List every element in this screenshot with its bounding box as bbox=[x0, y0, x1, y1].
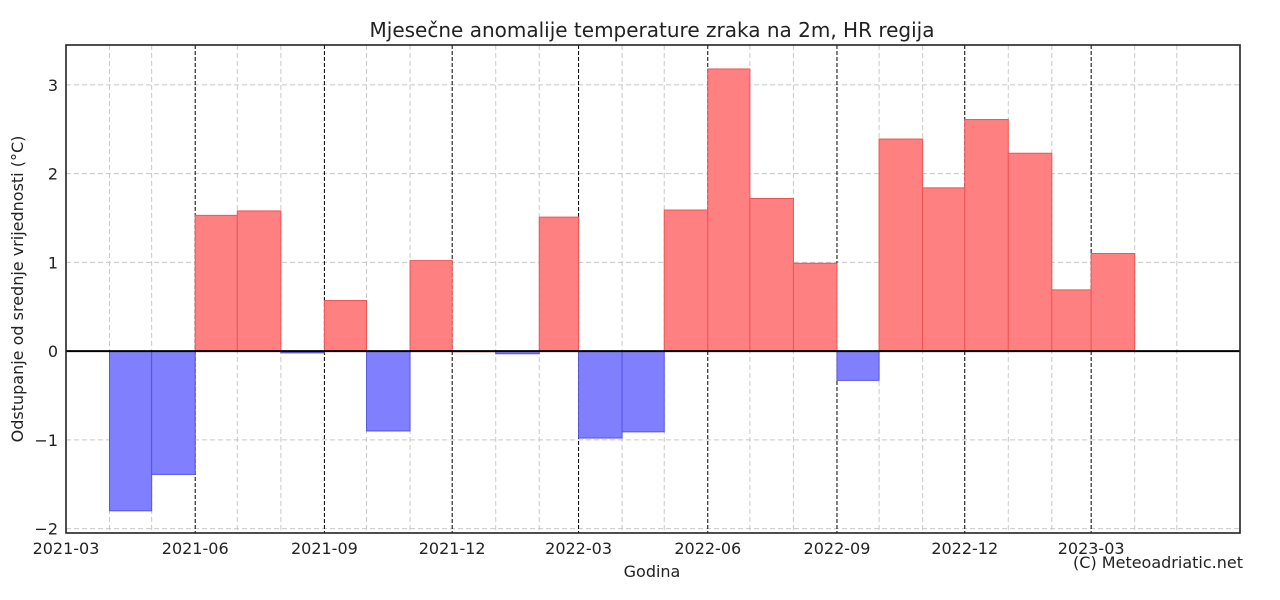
bar-2021-04 bbox=[109, 350, 153, 512]
x-tick-label: 2022-06 bbox=[674, 539, 741, 558]
y-tick-label: 1 bbox=[48, 253, 58, 272]
bar-2021-05 bbox=[151, 350, 196, 475]
y-axis-label: Odstupanje od srednje vrijednosti (°C) bbox=[8, 136, 27, 443]
x-tick-label: 2022-09 bbox=[804, 539, 871, 558]
bar-2021-10 bbox=[366, 350, 411, 432]
bars bbox=[109, 68, 1136, 512]
y-tick-label: 2 bbox=[48, 165, 58, 184]
x-tick-label: 2021-06 bbox=[162, 539, 229, 558]
bar-2021-07 bbox=[236, 210, 282, 352]
bar-2022-07 bbox=[749, 197, 794, 352]
x-tick-label: 2021-03 bbox=[33, 539, 100, 558]
bar-2023-02 bbox=[1051, 289, 1092, 352]
bar-2022-12 bbox=[964, 119, 1009, 352]
bar-2022-09 bbox=[836, 350, 880, 381]
x-axis-ticks: 2021-03 2021-06 2021-09 2021-12 2022-03 2022-… bbox=[33, 539, 1125, 558]
bar-2022-05 bbox=[663, 209, 709, 352]
x-tick-label: 2021-12 bbox=[419, 539, 486, 558]
bar-2022-08 bbox=[792, 262, 838, 352]
bar-2023-01 bbox=[1007, 152, 1053, 352]
x-tick-label: 2022-03 bbox=[545, 539, 612, 558]
bar-2022-02 bbox=[538, 216, 580, 352]
y-tick-label: −1 bbox=[34, 431, 58, 450]
x-axis-label: Godina bbox=[624, 562, 681, 581]
y-tick-label: 0 bbox=[48, 342, 58, 361]
chart-title: Mjesečne anomalije temperature zraka na … bbox=[370, 18, 935, 42]
plot-frame bbox=[65, 44, 1241, 534]
bar-2022-03 bbox=[578, 350, 623, 439]
x-tick-label: 2021-09 bbox=[291, 539, 358, 558]
bar-2022-11 bbox=[922, 187, 966, 352]
x-tick-label: 2023-03 bbox=[1058, 539, 1125, 558]
y-axis-ticks: −2 −1 0 1 2 3 bbox=[34, 76, 58, 539]
bar-2022-04 bbox=[621, 350, 665, 433]
bar-2022-10 bbox=[878, 138, 924, 352]
bar-2022-06 bbox=[707, 68, 751, 352]
x-tick-label: 2022-12 bbox=[931, 539, 998, 558]
credit-text: (C) Meteoadriatic.net bbox=[1073, 553, 1243, 572]
bar-2023-03 bbox=[1090, 253, 1136, 352]
bar-2021-09 bbox=[323, 300, 368, 352]
y-tick-label: −2 bbox=[34, 520, 58, 539]
bar-2021-06 bbox=[194, 214, 238, 352]
bar-2021-11 bbox=[409, 260, 453, 352]
y-tick-label: 3 bbox=[48, 76, 58, 95]
